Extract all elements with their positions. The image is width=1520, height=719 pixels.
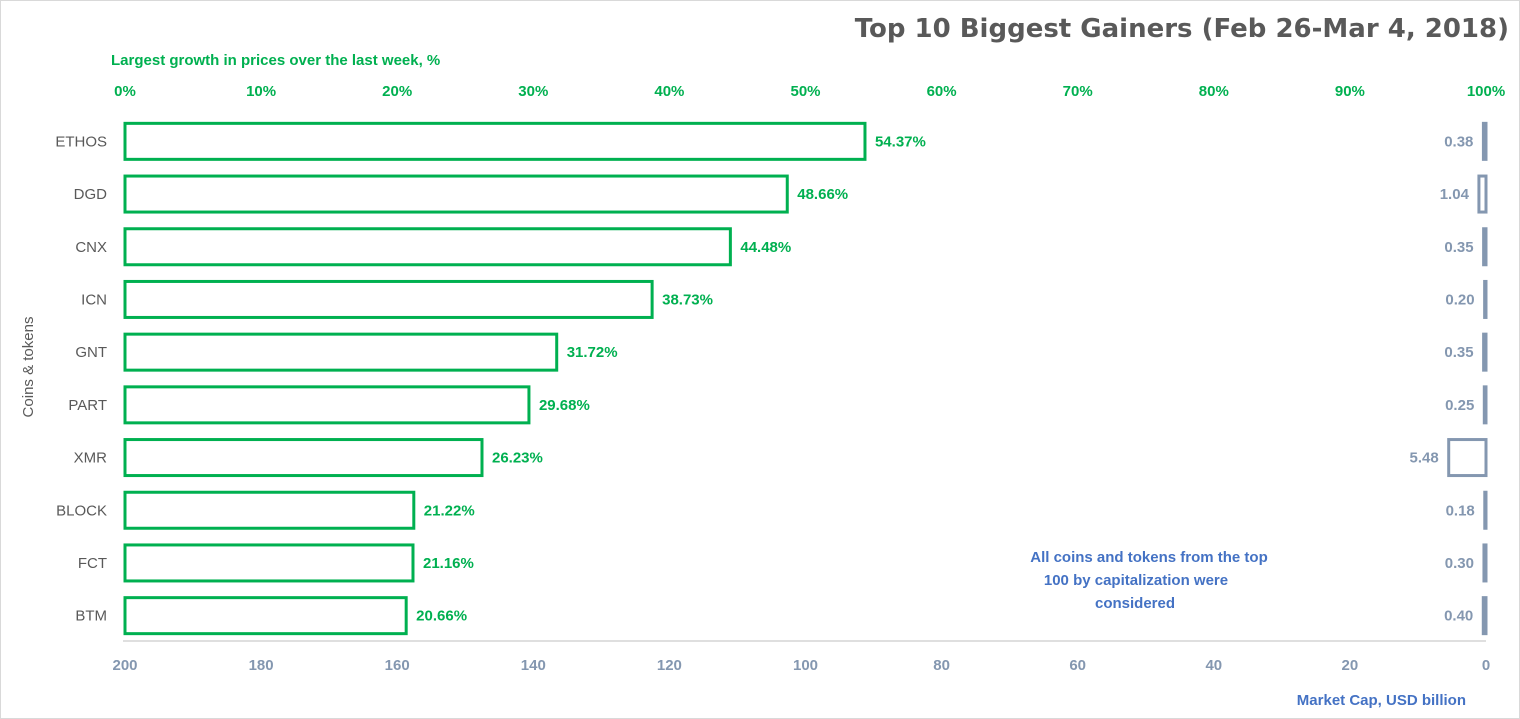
market-cap-bar	[1477, 174, 1488, 214]
top-tick-label: 80%	[1199, 83, 1229, 100]
market-cap-data-label: 0.25	[1445, 397, 1474, 414]
growth-data-label: 44.48%	[740, 239, 791, 256]
growth-bar	[123, 121, 867, 161]
category-label: ICN	[81, 291, 107, 308]
top-tick-label: 90%	[1335, 83, 1365, 100]
y-axis-title: Coins & tokens	[20, 317, 37, 418]
bottom-tick-label: 200	[112, 657, 137, 674]
bottom-tick-label: 180	[249, 657, 274, 674]
growth-bar	[123, 332, 559, 372]
market-cap-data-label: 0.30	[1445, 555, 1474, 572]
annotation-line-3: considered	[1095, 595, 1175, 612]
market-cap-data-label: 0.35	[1444, 344, 1473, 361]
market-cap-bar	[1483, 279, 1488, 319]
market-cap-data-label: 5.48	[1410, 450, 1439, 467]
growth-bar	[123, 279, 654, 319]
category-label: GNT	[75, 344, 107, 361]
market-cap-bar	[1482, 227, 1488, 267]
growth-data-label: 21.16%	[423, 555, 474, 572]
category-label: CNX	[75, 239, 107, 256]
growth-bar	[123, 227, 732, 267]
market-cap-bar	[1483, 490, 1488, 530]
top-tick-label: 40%	[654, 83, 684, 100]
top-tick-label: 60%	[927, 83, 957, 100]
category-label: XMR	[74, 450, 108, 467]
growth-bar	[123, 438, 484, 478]
market-cap-bar	[1481, 121, 1488, 161]
top-tick-label: 30%	[518, 83, 548, 100]
growth-data-label: 38.73%	[662, 291, 713, 308]
growth-bar	[123, 543, 415, 583]
market-cap-data-label: 0.20	[1445, 291, 1474, 308]
annotation-line-1: All coins and tokens from the top	[1030, 549, 1268, 566]
market-cap-data-label: 0.38	[1444, 133, 1473, 150]
market-cap-bar	[1447, 438, 1488, 478]
bottom-tick-label: 140	[521, 657, 546, 674]
growth-bar	[123, 174, 789, 214]
growth-series: 54.37% 48.66% 44.48% 38.73% 31.72% 29.68% 26.2…	[123, 121, 926, 636]
category-label: BTM	[75, 608, 107, 625]
market-cap-data-label: 0.18	[1446, 502, 1475, 519]
growth-bar	[123, 596, 408, 636]
top-tick-label: 10%	[246, 83, 276, 100]
growth-data-label: 20.66%	[416, 608, 467, 625]
growth-data-label: 54.37%	[875, 133, 926, 150]
bottom-tick-label: 20	[1342, 657, 1359, 674]
market-cap-series: 0.38 1.04 0.35 0.20 0.35 0.25 5.48 0.18 0.30 0.40	[1410, 121, 1488, 636]
category-label: DGD	[74, 186, 108, 203]
top-tick-label: 70%	[1063, 83, 1093, 100]
category-label: FCT	[78, 555, 107, 572]
market-cap-data-label: 0.40	[1444, 608, 1473, 625]
bottom-tick-label: 160	[385, 657, 410, 674]
bottom-tick-label: 60	[1069, 657, 1086, 674]
top-axis-title: Largest growth in prices over the last w…	[111, 52, 440, 69]
top-tick-label: 0%	[114, 83, 136, 100]
bottom-tick-label: 40	[1205, 657, 1222, 674]
market-cap-bar	[1482, 543, 1488, 583]
bottom-axis-ticks: 200 180 160 140 120 100 80 60 40 20 0	[112, 657, 1490, 674]
category-label: BLOCK	[56, 502, 107, 519]
market-cap-bar	[1482, 332, 1488, 372]
bottom-tick-label: 0	[1482, 657, 1490, 674]
bottom-tick-label: 120	[657, 657, 682, 674]
market-cap-data-label: 1.04	[1440, 186, 1470, 203]
chart-title: Top 10 Biggest Gainers (Feb 26-Mar 4, 20…	[855, 14, 1509, 44]
bottom-tick-label: 100	[793, 657, 818, 674]
top-tick-label: 20%	[382, 83, 412, 100]
market-cap-bar	[1481, 596, 1488, 636]
top-tick-label: 100%	[1467, 83, 1505, 100]
category-label: ETHOS	[55, 133, 107, 150]
category-label: PART	[68, 397, 107, 414]
growth-data-label: 29.68%	[539, 397, 590, 414]
growth-data-label: 21.22%	[424, 502, 475, 519]
top-tick-label: 50%	[790, 83, 820, 100]
annotation-line-2: 100 by capitalization were	[1044, 572, 1228, 589]
market-cap-data-label: 0.35	[1444, 239, 1473, 256]
category-labels: ETHOS DGD CNX ICN GNT PART XMR BLOCK FCT BTM	[55, 133, 107, 624]
bottom-tick-label: 80	[933, 657, 950, 674]
growth-data-label: 31.72%	[567, 344, 618, 361]
growth-bar	[123, 385, 531, 425]
growth-bar	[123, 490, 416, 530]
market-cap-bar	[1482, 385, 1488, 425]
top-axis-ticks: 0% 10% 20% 30% 40% 50% 60% 70% 80% 90% 100%	[114, 83, 1505, 100]
growth-data-label: 48.66%	[797, 186, 848, 203]
growth-data-label: 26.23%	[492, 450, 543, 467]
bottom-axis-title: Market Cap, USD billion	[1297, 692, 1466, 709]
